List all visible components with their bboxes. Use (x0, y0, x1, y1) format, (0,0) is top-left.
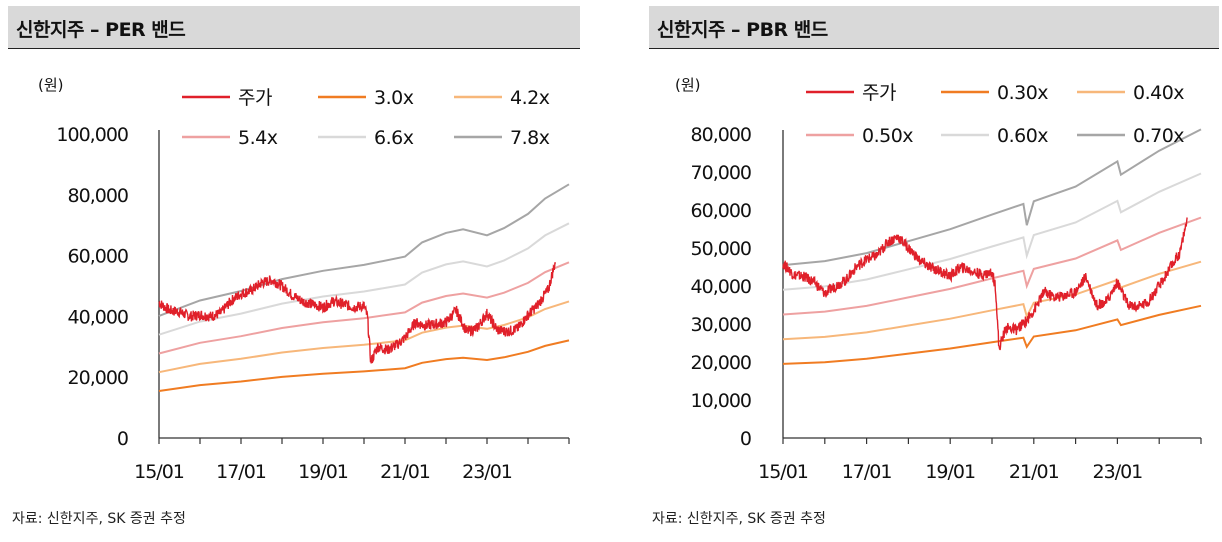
y-unit-label: (원) (675, 76, 701, 94)
band-line-5.4x (158, 261, 570, 355)
legend-label: 0.40x (1133, 82, 1184, 104)
y-tick-label: 60,000 (68, 246, 128, 268)
y-tick-label: 60,000 (691, 200, 751, 222)
price-line (782, 217, 1188, 351)
legend-label: 3.0x (374, 87, 414, 109)
band-line-6.6x (158, 222, 570, 336)
x-tick-label: 15/01 (134, 461, 184, 483)
x-tick-label: 19/01 (298, 461, 348, 483)
x-tick-label: 21/01 (1009, 461, 1059, 483)
per-band-chart: (원) 100,000 80,000 60,000 40,000 20,000 0 15/01… (38, 76, 570, 483)
legend-label: 0.30x (997, 82, 1048, 104)
legend-label: 7.8x (510, 127, 550, 149)
pbr-band-chart: (원) 80,000 70,000 60,000 50,000 40,000 30,000 2… (675, 76, 1202, 483)
y-tick-label: 20,000 (691, 352, 751, 374)
legend-label: 주가 (862, 82, 896, 104)
pbr-chart-title: 신한지주 – PBR 밴드 (657, 19, 828, 41)
y-tick-label: 70,000 (691, 162, 751, 184)
band-line-7.8x (158, 183, 570, 317)
y-tick-label: 40,000 (68, 306, 128, 328)
band-line-3.0x (158, 339, 570, 392)
legend-label: 0.50x (862, 125, 913, 147)
per-chart-title: 신한지주 – PER 밴드 (16, 19, 186, 41)
y-unit-label: (원) (38, 76, 64, 94)
y-tick-label: 0 (117, 428, 128, 450)
y-tick-label: 80,000 (68, 185, 128, 207)
band-line-0.60x (782, 172, 1202, 291)
price-line (158, 262, 556, 364)
per-title-bar: 신한지주 – PER 밴드 (8, 6, 580, 49)
x-tick-label: 23/01 (1093, 461, 1143, 483)
legend-label: 0.70x (1133, 125, 1184, 147)
x-tick-label: 17/01 (842, 461, 892, 483)
y-tick-label: 0 (740, 428, 751, 450)
pbr-source-note: 자료: 신한지주, SK 증권 추정 (652, 511, 826, 527)
y-tick-label: 80,000 (691, 124, 751, 146)
legend-label: 0.60x (997, 125, 1048, 147)
x-tick-label: 19/01 (925, 461, 975, 483)
band-line-4.2x (158, 300, 570, 374)
pbr-band-panel: 신한지주 – PBR 밴드 (원) 80,000 70,000 60,000 50,00… (641, 0, 1222, 542)
per-band-panel: 신한지주 – PER 밴드 (원) 100,000 80,000 60,000 40,0… (0, 0, 590, 542)
band-line-0.50x (782, 216, 1202, 316)
legend-label: 4.2x (510, 87, 550, 109)
per-source-note: 자료: 신한지주, SK 증권 추정 (12, 511, 186, 527)
y-tick-label: 20,000 (68, 367, 128, 389)
y-tick-label: 100,000 (56, 124, 128, 146)
y-tick-label: 30,000 (691, 314, 751, 336)
x-tick-label: 17/01 (216, 461, 266, 483)
x-tick-label: 15/01 (758, 461, 808, 483)
y-tick-label: 40,000 (691, 276, 751, 298)
band-line-0.70x (782, 128, 1202, 267)
legend-label: 주가 (238, 87, 272, 109)
y-tick-label: 50,000 (691, 238, 751, 260)
legend-label: 6.6x (374, 127, 414, 149)
pbr-title-bar: 신한지주 – PBR 밴드 (649, 6, 1219, 49)
x-tick-label: 21/01 (380, 461, 430, 483)
band-line-0.30x (782, 304, 1202, 365)
y-tick-label: 10,000 (691, 390, 751, 412)
legend-label: 5.4x (238, 127, 278, 149)
x-tick-label: 23/01 (462, 461, 512, 483)
